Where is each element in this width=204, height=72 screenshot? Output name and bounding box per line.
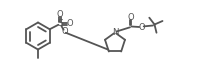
Text: N: N <box>111 28 118 37</box>
Text: O: O <box>137 22 144 32</box>
Text: O: O <box>66 19 73 28</box>
Text: O: O <box>57 10 63 19</box>
Text: S: S <box>57 19 63 28</box>
Text: O: O <box>126 13 133 22</box>
Text: O: O <box>61 27 67 36</box>
